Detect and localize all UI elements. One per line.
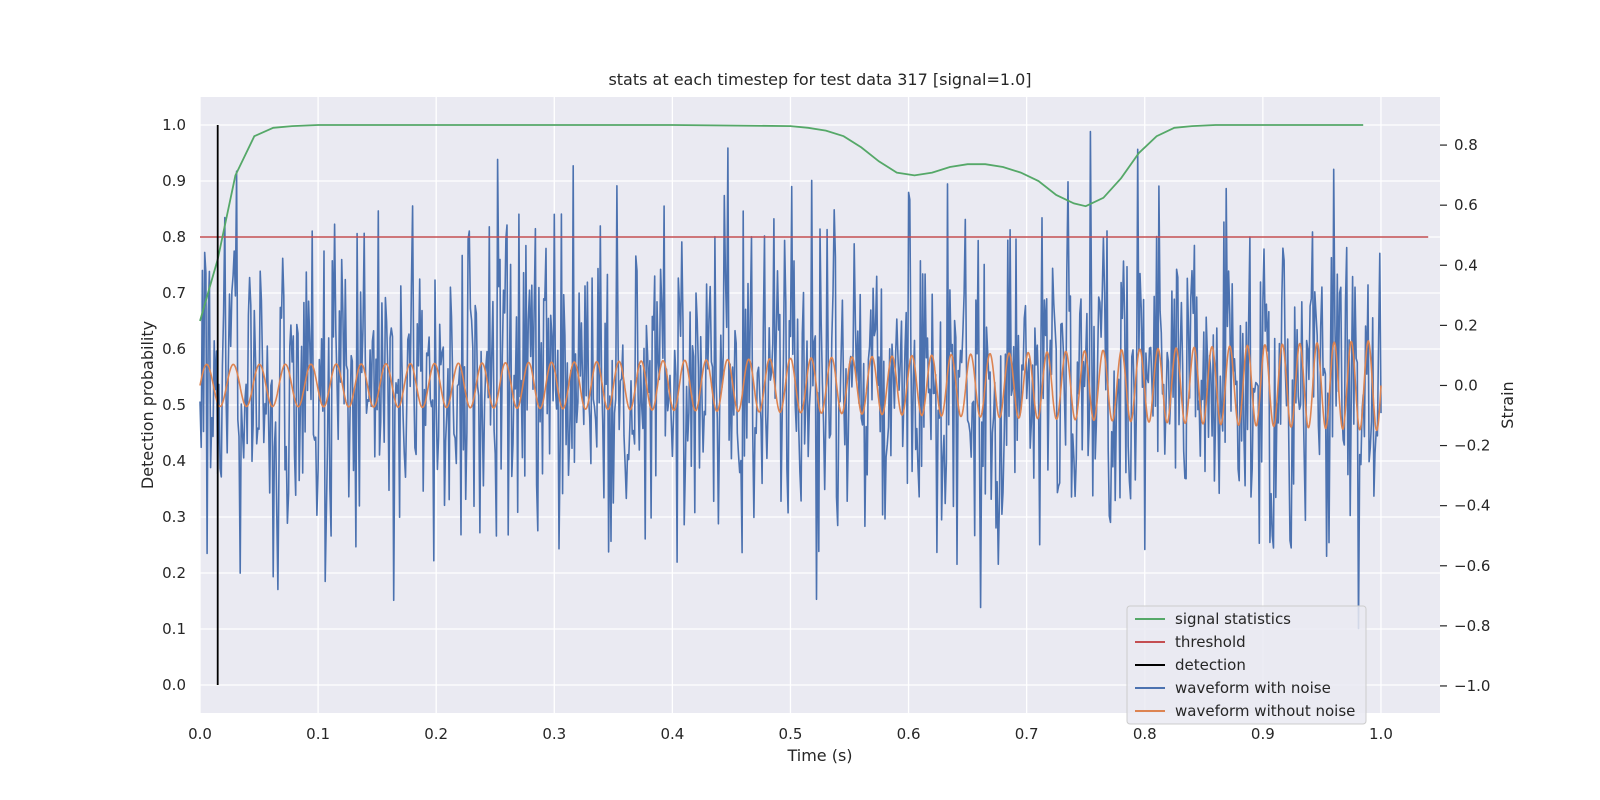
- y-axis-label: Detection probability: [138, 321, 157, 489]
- x-tick-label: 0.8: [1133, 725, 1157, 743]
- y-tick-label: 0.3: [162, 508, 186, 526]
- x-tick-label: 0.3: [542, 725, 566, 743]
- chart-title: stats at each timestep for test data 317…: [608, 70, 1031, 89]
- series-waveform-without-noise: [199, 339, 1382, 432]
- legend-item-label: waveform with noise: [1175, 679, 1331, 697]
- y-tick-label: 1.0: [162, 116, 186, 134]
- y-tick-label: 0.8: [162, 228, 186, 246]
- x-tick-label: 0.1: [306, 725, 330, 743]
- x-tick-label: 0.5: [779, 725, 803, 743]
- x-axis-label: Time (s): [786, 746, 852, 765]
- y-axis-right-label: Strain: [1498, 381, 1517, 428]
- y-tick-label: 0.2: [162, 564, 186, 582]
- legend-item-label: detection: [1175, 656, 1246, 674]
- y-tick-label: 0.0: [162, 676, 186, 694]
- axes: 0.0 0.1 0.2 0.3 0.4 0.5 0.6 0.7 0.8 0.9 1.0 0.0 0.1 0…: [162, 116, 1490, 743]
- y-tick-label: 0.7: [162, 284, 186, 302]
- y-right-tick-label: 0.8: [1454, 136, 1478, 154]
- x-tick-label: 0.4: [660, 725, 684, 743]
- y-right-tick-label: 0.0: [1454, 376, 1478, 394]
- y-right-tick-label: −0.2: [1454, 437, 1490, 455]
- legend-item-label: signal statistics: [1175, 610, 1291, 628]
- y-right-tick-label: −0.4: [1454, 497, 1490, 515]
- x-tick-label: 0.2: [424, 725, 448, 743]
- x-tick-label: 1.0: [1369, 725, 1393, 743]
- series-waveform-with-noise: [199, 130, 1382, 630]
- y-right-tick-label: 0.4: [1454, 256, 1478, 274]
- x-tick-label: 0.9: [1251, 725, 1275, 743]
- y-right-tick-label: −0.6: [1454, 557, 1490, 575]
- y-right-tick-label: −0.8: [1454, 617, 1490, 635]
- y-tick-label: 0.4: [162, 452, 186, 470]
- x-tick-label: 0.7: [1015, 725, 1039, 743]
- legend-box: [1126, 605, 1367, 725]
- y-right-tick-label: 0.6: [1454, 196, 1478, 214]
- y-tick-label: 0.6: [162, 340, 186, 358]
- legend: signal statistics threshold detection wavef…: [1126, 605, 1367, 725]
- x-tick-label: 0.0: [188, 725, 212, 743]
- legend-item-label: waveform without noise: [1175, 702, 1355, 720]
- series-signal-statistics: [199, 124, 1364, 322]
- y-tick-label: 0.9: [162, 172, 186, 190]
- y-right-tick-label: −1.0: [1454, 677, 1490, 695]
- y-right-tick-label: 0.2: [1454, 316, 1478, 334]
- y-tick-label: 0.1: [162, 620, 186, 638]
- series-layer: [199, 124, 1429, 685]
- x-tick-label: 0.6: [897, 725, 921, 743]
- legend-item-label: threshold: [1175, 633, 1246, 651]
- y-tick-label: 0.5: [162, 396, 186, 414]
